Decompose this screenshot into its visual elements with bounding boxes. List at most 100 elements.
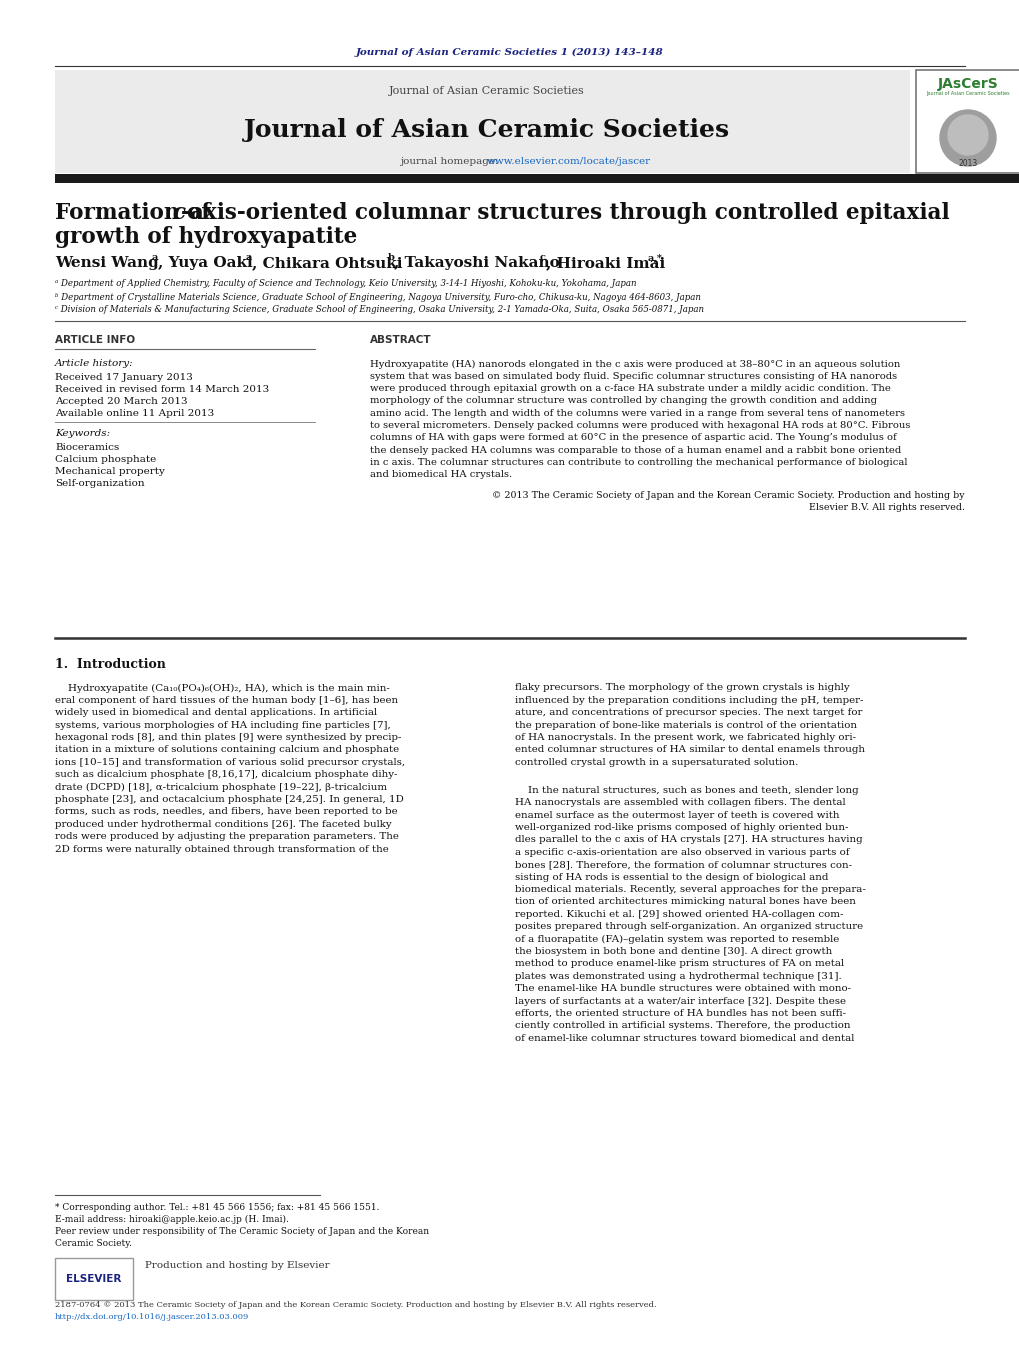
Text: ions [10–15] and transformation of various solid precursor crystals,: ions [10–15] and transformation of vario…: [55, 758, 405, 767]
Circle shape: [947, 115, 987, 155]
Text: Formation of: Formation of: [55, 203, 218, 224]
Text: Ceramic Society.: Ceramic Society.: [55, 1239, 131, 1247]
Text: ELSEVIER: ELSEVIER: [66, 1274, 121, 1283]
Text: 2013: 2013: [958, 158, 976, 168]
Text: enamel surface as the outermost layer of teeth is covered with: enamel surface as the outermost layer of…: [515, 811, 839, 820]
Text: Bioceramics: Bioceramics: [55, 443, 119, 451]
Text: of HA nanocrystals. In the present work, we fabricated highly ori-: of HA nanocrystals. In the present work,…: [515, 734, 855, 742]
Text: plates was demonstrated using a hydrothermal technique [31].: plates was demonstrated using a hydrothe…: [515, 971, 841, 981]
Text: ARTICLE INFO: ARTICLE INFO: [55, 335, 135, 345]
Text: Production and hosting by Elsevier: Production and hosting by Elsevier: [145, 1262, 329, 1270]
Text: Journal of Asian Ceramic Societies: Journal of Asian Ceramic Societies: [925, 91, 1009, 96]
Text: layers of surfactants at a water/air interface [32]. Despite these: layers of surfactants at a water/air int…: [515, 997, 845, 1005]
Bar: [55, 174, 1019, 182]
Text: the densely packed HA columns was comparable to those of a human enamel and a ra: the densely packed HA columns was compar…: [370, 446, 901, 454]
Text: b: b: [387, 254, 394, 262]
Text: c: c: [172, 203, 184, 224]
Text: eral component of hard tissues of the human body [1–6], has been: eral component of hard tissues of the hu…: [55, 696, 397, 705]
Text: system that was based on simulated body fluid. Specific columnar structures cons: system that was based on simulated body …: [370, 372, 897, 381]
Text: ABSTRACT: ABSTRACT: [370, 335, 431, 345]
Text: dles parallel to the c axis of HA crystals [27]. HA structures having: dles parallel to the c axis of HA crysta…: [515, 835, 862, 844]
Text: amino acid. The length and width of the columns were varied in a range from seve: amino acid. The length and width of the …: [370, 409, 904, 417]
Text: E-mail address: hiroaki@apple.keio.ac.jp (H. Imai).: E-mail address: hiroaki@apple.keio.ac.jp…: [55, 1215, 288, 1224]
Text: © 2013 The Ceramic Society of Japan and the Korean Ceramic Society. Production a: © 2013 The Ceramic Society of Japan and …: [492, 490, 964, 500]
Text: the biosystem in both bone and dentine [30]. A direct growth: the biosystem in both bone and dentine […: [515, 947, 832, 957]
Circle shape: [940, 109, 995, 166]
Text: http://dx.doi.org/10.1016/j.jascer.2013.03.009: http://dx.doi.org/10.1016/j.jascer.2013.…: [55, 1313, 249, 1321]
Text: and biomedical HA crystals.: and biomedical HA crystals.: [370, 470, 512, 480]
Text: were produced through epitaxial growth on a c-face HA substrate under a mildly a: were produced through epitaxial growth o…: [370, 384, 890, 393]
Text: phosphate [23], and octacalcium phosphate [24,25]. In general, 1D: phosphate [23], and octacalcium phosphat…: [55, 796, 404, 804]
Text: produced under hydrothermal conditions [26]. The faceted bulky: produced under hydrothermal conditions […: [55, 820, 391, 830]
Text: reported. Kikuchi et al. [29] showed oriented HA-collagen com-: reported. Kikuchi et al. [29] showed ori…: [515, 909, 843, 919]
Text: method to produce enamel-like prism structures of FA on metal: method to produce enamel-like prism stru…: [515, 959, 844, 969]
Text: widely used in biomedical and dental applications. In artificial: widely used in biomedical and dental app…: [55, 708, 377, 717]
Text: Hydroxyapatite (Ca₁₀(PO₄)₆(OH)₂, HA), which is the main min-: Hydroxyapatite (Ca₁₀(PO₄)₆(OH)₂, HA), wh…: [55, 684, 389, 693]
Text: ature, and concentrations of precursor species. The next target for: ature, and concentrations of precursor s…: [515, 708, 861, 717]
Text: Wensi Wang: Wensi Wang: [55, 255, 159, 270]
Text: , Hiroaki Imai: , Hiroaki Imai: [545, 255, 664, 270]
Text: Self-organization: Self-organization: [55, 478, 145, 488]
Text: c: c: [539, 254, 545, 262]
Text: ᵃ Department of Applied Chemistry, Faculty of Science and Technology, Keio Unive: ᵃ Department of Applied Chemistry, Facul…: [55, 280, 636, 289]
Text: flaky precursors. The morphology of the grown crystals is highly: flaky precursors. The morphology of the …: [515, 684, 849, 693]
Text: JAsCerS: JAsCerS: [936, 77, 998, 91]
Text: In the natural structures, such as bones and teeth, slender long: In the natural structures, such as bones…: [515, 786, 858, 794]
Text: efforts, the oriented structure of HA bundles has not been suffi-: efforts, the oriented structure of HA bu…: [515, 1009, 846, 1017]
Text: rods were produced by adjusting the preparation parameters. The: rods were produced by adjusting the prep…: [55, 832, 398, 842]
Text: a: a: [152, 254, 158, 262]
Text: Journal of Asian Ceramic Societies 1 (2013) 143–148: Journal of Asian Ceramic Societies 1 (20…: [356, 47, 663, 57]
Text: such as dicalcium phosphate [8,16,17], dicalcium phosphate dihy-: such as dicalcium phosphate [8,16,17], d…: [55, 770, 397, 780]
Text: of a fluorapatite (FA)–gelatin system was reported to resemble: of a fluorapatite (FA)–gelatin system wa…: [515, 935, 839, 943]
Text: controlled crystal growth in a supersaturated solution.: controlled crystal growth in a supersatu…: [515, 758, 798, 767]
Text: 2D forms were naturally obtained through transformation of the: 2D forms were naturally obtained through…: [55, 844, 388, 854]
Text: Received 17 January 2013: Received 17 January 2013: [55, 373, 193, 381]
Text: of enamel-like columnar structures toward biomedical and dental: of enamel-like columnar structures towar…: [515, 1034, 854, 1043]
Text: columns of HA with gaps were formed at 60°C in the presence of aspartic acid. Th: columns of HA with gaps were formed at 6…: [370, 434, 896, 442]
Text: HA nanocrystals are assembled with collagen fibers. The dental: HA nanocrystals are assembled with colla…: [515, 798, 845, 807]
FancyBboxPatch shape: [55, 1258, 132, 1300]
Text: hexagonal rods [8], and thin plates [9] were synthesized by precip-: hexagonal rods [8], and thin plates [9] …: [55, 734, 401, 742]
Text: posites prepared through self-organization. An organized structure: posites prepared through self-organizati…: [515, 923, 862, 931]
Text: a specific c-axis-orientation are also observed in various parts of: a specific c-axis-orientation are also o…: [515, 847, 849, 857]
Text: bones [28]. Therefore, the formation of columnar structures con-: bones [28]. Therefore, the formation of …: [515, 861, 851, 869]
Text: * Corresponding author. Tel.: +81 45 566 1556; fax: +81 45 566 1551.: * Corresponding author. Tel.: +81 45 566…: [55, 1202, 379, 1212]
Text: Journal of Asian Ceramic Societies: Journal of Asian Ceramic Societies: [244, 118, 730, 142]
Text: Hydroxyapatite (HA) nanorods elongated in the c axis were produced at 38–80°C in: Hydroxyapatite (HA) nanorods elongated i…: [370, 359, 900, 369]
Text: the preparation of bone-like materials is control of the orientation: the preparation of bone-like materials i…: [515, 720, 856, 730]
Text: The enamel-like HA bundle structures were obtained with mono-: The enamel-like HA bundle structures wer…: [515, 984, 850, 993]
Text: Accepted 20 March 2013: Accepted 20 March 2013: [55, 396, 187, 405]
Text: Calcium phosphate: Calcium phosphate: [55, 454, 156, 463]
Text: drate (DCPD) [18], α-tricalcium phosphate [19–22], β-tricalcium: drate (DCPD) [18], α-tricalcium phosphat…: [55, 782, 387, 792]
Text: Received in revised form 14 March 2013: Received in revised form 14 March 2013: [55, 385, 269, 393]
Text: to several micrometers. Densely packed columns were produced with hexagonal HA r: to several micrometers. Densely packed c…: [370, 422, 910, 430]
Text: influenced by the preparation conditions including the pH, temper-: influenced by the preparation conditions…: [515, 696, 863, 705]
Bar: [55, 70, 909, 173]
Text: ᵇ Department of Crystalline Materials Science, Graduate School of Engineering, N: ᵇ Department of Crystalline Materials Sc…: [55, 293, 700, 301]
Text: Article history:: Article history:: [55, 359, 133, 369]
Text: Available online 11 April 2013: Available online 11 April 2013: [55, 408, 214, 417]
Text: a: a: [246, 254, 252, 262]
Text: sisting of HA rods is essential to the design of biological and: sisting of HA rods is essential to the d…: [515, 873, 827, 881]
Text: tion of oriented architectures mimicking natural bones have been: tion of oriented architectures mimicking…: [515, 897, 855, 907]
Text: forms, such as rods, needles, and fibers, have been reported to be: forms, such as rods, needles, and fibers…: [55, 808, 397, 816]
Text: biomedical materials. Recently, several approaches for the prepara-: biomedical materials. Recently, several …: [515, 885, 865, 894]
FancyBboxPatch shape: [915, 70, 1019, 173]
Text: well-organized rod-like prisms composed of highly oriented bun-: well-organized rod-like prisms composed …: [515, 823, 848, 832]
Text: , Chikara Ohtsuki: , Chikara Ohtsuki: [252, 255, 403, 270]
Text: 2187-0764 © 2013 The Ceramic Society of Japan and the Korean Ceramic Society. Pr: 2187-0764 © 2013 The Ceramic Society of …: [55, 1301, 656, 1309]
Text: , Takayoshi Nakano: , Takayoshi Nakano: [393, 255, 559, 270]
Text: Mechanical property: Mechanical property: [55, 466, 165, 476]
Text: ented columnar structures of HA similar to dental enamels through: ented columnar structures of HA similar …: [515, 746, 864, 754]
Text: , Yuya Oaki: , Yuya Oaki: [158, 255, 253, 270]
Text: 1.  Introduction: 1. Introduction: [55, 658, 166, 671]
Text: ᶜ Division of Materials & Manufacturing Science, Graduate School of Engineering,: ᶜ Division of Materials & Manufacturing …: [55, 305, 703, 315]
Text: journal homepage:: journal homepage:: [399, 157, 501, 166]
Text: in c axis. The columnar structures can contribute to controlling the mechanical : in c axis. The columnar structures can c…: [370, 458, 907, 467]
Text: Peer review under responsibility of The Ceramic Society of Japan and the Korean: Peer review under responsibility of The …: [55, 1227, 429, 1236]
Text: Keywords:: Keywords:: [55, 430, 110, 439]
Text: Elsevier B.V. All rights reserved.: Elsevier B.V. All rights reserved.: [808, 503, 964, 512]
Text: systems, various morphologies of HA including fine particles [7],: systems, various morphologies of HA incl…: [55, 720, 390, 730]
Text: morphology of the columnar structure was controlled by changing the growth condi: morphology of the columnar structure was…: [370, 396, 876, 405]
Text: itation in a mixture of solutions containing calcium and phosphate: itation in a mixture of solutions contai…: [55, 746, 398, 754]
